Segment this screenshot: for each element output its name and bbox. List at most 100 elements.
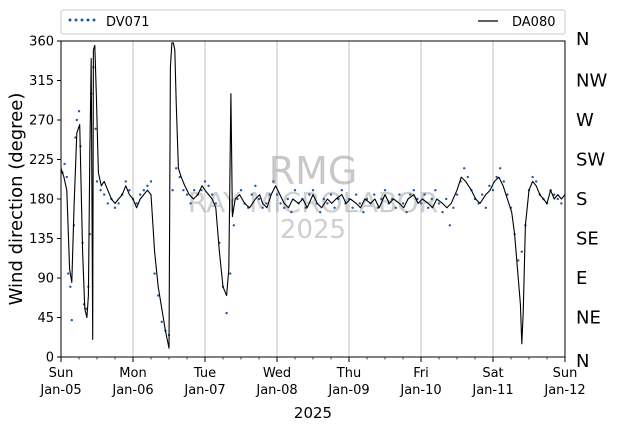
dv071-point (214, 202, 217, 205)
dv071-point (484, 206, 487, 209)
dv071-point (463, 167, 466, 170)
dv071-point (182, 189, 185, 192)
dv071-point (229, 272, 232, 275)
dv071-point (65, 175, 68, 179)
compass-label: NE (576, 308, 601, 329)
dv071-point (236, 197, 239, 201)
dv071-point (185, 193, 189, 196)
dv071-point (207, 184, 210, 188)
dv071-point (520, 250, 523, 253)
dv071-point (383, 189, 387, 192)
x-tick-label-date: Jan-06 (111, 383, 153, 398)
x-tick-label-date: Jan-07 (183, 383, 225, 398)
dv071-point (427, 206, 430, 209)
dv071-point (239, 189, 243, 192)
x-tick-label-date: Jan-10 (399, 383, 441, 398)
dv071-point (556, 197, 559, 201)
dv071-point (77, 110, 81, 113)
dv071-point (157, 294, 160, 297)
dv071-point (358, 202, 361, 205)
x-tick-label-day: Sun (49, 366, 74, 381)
dv071-point (290, 210, 293, 214)
x-tick-label-date: Jan-09 (327, 383, 369, 398)
x-tick-label-date: Jan-12 (543, 383, 585, 398)
dv071-point (326, 202, 329, 205)
dv071-point (452, 206, 455, 209)
dv071-point (380, 197, 383, 201)
y-tick-label: 0 (46, 351, 54, 366)
dv071-point (340, 189, 343, 192)
legend: DV071 DA080 (60, 9, 566, 35)
dv071-point (488, 184, 491, 188)
dv071-point (531, 175, 534, 179)
dv071-point (225, 311, 228, 315)
dv071-point (257, 197, 261, 201)
y-tick-label: 225 (29, 153, 54, 168)
compass-axis: N NE E SE S SW W NW N (576, 29, 607, 372)
dv071-point (203, 180, 207, 183)
x-tick-label-date: Jan-05 (39, 383, 81, 398)
dv071-point (286, 197, 289, 201)
dv071-point (409, 193, 412, 196)
dv071-point (308, 193, 311, 196)
dv071-point (423, 193, 426, 196)
watermark: RMG RAY MICROLABOR 2025 (188, 149, 438, 245)
dv071-point (322, 197, 325, 201)
y-tick-label: 360 (29, 35, 54, 50)
legend-da080-label: DA080 (512, 15, 556, 30)
dv071-point (319, 210, 322, 214)
dv071-point (394, 206, 397, 209)
dv071-point (448, 224, 451, 227)
legend-dot (74, 18, 78, 22)
dv071-point (560, 202, 563, 205)
dv071-point (139, 193, 142, 196)
compass-label: S (576, 189, 587, 210)
x-tick-label-day: Sat (482, 366, 503, 381)
dv071-point (412, 189, 415, 192)
dv071-point (135, 202, 138, 205)
dv071-point (146, 184, 149, 188)
x-tick-label-date: Jan-08 (255, 383, 297, 398)
dv071-point (160, 320, 163, 324)
dv071-point (279, 202, 282, 205)
legend-dot (86, 18, 90, 22)
x-tick-label-day: Thu (336, 366, 361, 381)
dv071-point (232, 224, 235, 227)
compass-label: SW (576, 150, 605, 171)
dv071-point (175, 167, 178, 170)
dv071-point (113, 206, 117, 209)
dv071-point (502, 180, 505, 183)
dv071-point (124, 180, 128, 183)
legend-dot (92, 18, 96, 22)
dv071-point (495, 175, 498, 179)
x-tick-label-date: Jan-11 (471, 383, 513, 398)
dv071-point (99, 189, 102, 192)
dv071-point (211, 193, 214, 196)
dv071-point (445, 197, 448, 201)
dv071-point (117, 202, 120, 205)
dv071-point (419, 202, 423, 205)
watermark-line-1: RMG (269, 149, 358, 193)
dv071-point (405, 210, 408, 214)
dv071-point (329, 193, 333, 196)
y-axis-label: Wind direction (degree) (6, 93, 27, 306)
da080-line (60, 42, 566, 349)
dv071-point (268, 193, 271, 196)
series-dv071 (61, 66, 563, 337)
dv071-point (74, 136, 77, 139)
dv071-point (106, 202, 110, 205)
dv071-point (275, 193, 279, 196)
dv071-point (67, 272, 70, 275)
dv071-point (430, 197, 433, 201)
watermark-line-3: 2025 (280, 215, 346, 245)
dv071-point (481, 193, 484, 196)
dv071-point (293, 189, 297, 192)
compass-label: NW (576, 71, 607, 92)
compass-label: N (576, 351, 589, 372)
dv071-point (193, 189, 196, 192)
x-axis-label: 2025 (294, 404, 332, 422)
x-axis: Sun Jan-05 Mon Jan-06 Tue Jan-07 Wed Jan-08 Thu J… (39, 357, 586, 398)
y-tick-label: 135 (29, 232, 54, 247)
compass-label: E (576, 268, 587, 289)
y-tick-label: 270 (29, 114, 54, 129)
